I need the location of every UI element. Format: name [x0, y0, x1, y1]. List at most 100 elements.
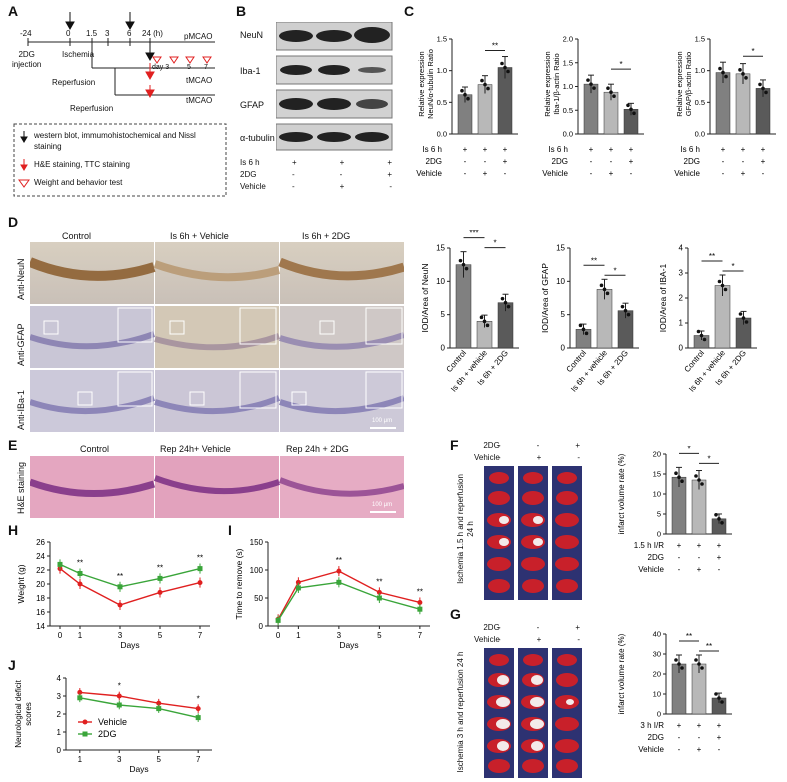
sign: +	[629, 157, 634, 166]
sign: -	[464, 157, 467, 166]
sign: +	[721, 145, 726, 154]
y-tick-label: 2	[57, 710, 62, 719]
ihc-micrographs	[30, 242, 404, 432]
western-blot-image	[276, 22, 393, 151]
panel-f-bar-chart: infarct volume rate (%) 0 5 10 15 20 * * 1.5 h I…	[617, 446, 732, 574]
sign: -	[630, 169, 633, 178]
panel-b-row-labels: Is 6 h 2DG Vehicle	[240, 158, 266, 191]
y-tick-label: 5	[441, 310, 446, 319]
y-tick-label: 14	[36, 622, 45, 631]
y-tick-label: 24	[36, 552, 45, 561]
data-point	[592, 86, 596, 90]
x-tick-label: 7	[418, 631, 423, 640]
y-tick-label: 40	[653, 630, 661, 639]
y-tick-label: 15	[653, 470, 661, 479]
data-point	[117, 602, 123, 608]
sign: -	[590, 169, 593, 178]
y-tick-label: 0.0	[563, 130, 573, 139]
data-point	[195, 706, 201, 712]
data-point	[609, 90, 613, 94]
y-tick-label: 20	[36, 580, 45, 589]
data-point	[578, 323, 583, 328]
data-point	[758, 82, 762, 87]
y-tick-label: 3	[57, 692, 62, 701]
sign: -	[484, 157, 487, 166]
data-point	[584, 331, 589, 336]
y-axis-label: IOD/Area of GFAP	[540, 263, 550, 333]
panel-label-d: D	[8, 214, 19, 230]
data-point	[482, 319, 487, 324]
y-axis-label: infarct volume rate (%)	[617, 453, 626, 534]
legend-western-blot: western blot, immumohistochemical and Ni…	[34, 131, 196, 151]
x-tick-label: 3	[117, 755, 122, 764]
data-point	[714, 692, 718, 696]
g-header-signs: - - + - + -	[498, 623, 580, 644]
sign: +	[697, 745, 702, 754]
sign: -	[610, 157, 613, 166]
x-axis-label: Days	[120, 640, 139, 650]
y-tick-label: 1	[679, 319, 684, 328]
sign: +	[741, 145, 746, 154]
data-point	[720, 283, 725, 288]
data-point	[674, 471, 678, 475]
sig-label: **	[417, 587, 423, 596]
sign: +	[761, 157, 766, 166]
y-tick-label: 4	[57, 674, 62, 683]
sig-label: *	[493, 239, 496, 248]
x-tick-label: 3	[118, 631, 123, 640]
sign: -	[698, 553, 701, 562]
y-tick-label: 20	[653, 670, 661, 679]
panel-label-c: C	[404, 3, 415, 19]
data-point	[463, 92, 467, 97]
y-tick-label: 4	[679, 244, 684, 253]
y-tick-label: 50	[254, 594, 263, 603]
y-tick-label: 0.5	[695, 98, 705, 107]
data-point	[697, 662, 701, 666]
row-label: Is 6 h	[422, 145, 442, 154]
y-tick-label: 15	[556, 244, 565, 253]
sign: +	[503, 145, 508, 154]
data-point	[376, 589, 382, 595]
data-point	[626, 312, 631, 317]
data-point	[720, 700, 724, 704]
y-tick-label: 0.0	[437, 130, 447, 139]
y-axis-label: GFAP/β-actin Ratio	[684, 52, 693, 116]
sign: +	[677, 721, 682, 730]
data-point	[117, 584, 123, 590]
data-point	[738, 68, 742, 72]
y-tick-label: 0	[57, 746, 62, 755]
data-point	[623, 308, 628, 313]
tick-6: 6	[127, 29, 132, 38]
d-col-vehicle: Is 6h + Vehicle	[170, 231, 229, 241]
y-tick-label: 100	[250, 566, 264, 575]
sig-label: **	[591, 256, 597, 265]
f-header-signs: - - + - + -	[498, 441, 580, 462]
data-point	[157, 575, 163, 581]
sig-label: *	[619, 60, 622, 69]
data-point	[605, 291, 610, 296]
panel-c-bar-charts: Relative expression NeuN/α-tubulin Ratio0…	[416, 35, 776, 178]
series-line	[79, 697, 199, 719]
data-point	[723, 287, 728, 292]
row-label: Is 6 h	[680, 145, 700, 154]
y-axis-label: IOD/Area of NeuN	[420, 264, 430, 333]
sig-label: **	[157, 563, 163, 572]
sign: -	[722, 169, 725, 178]
y-tick-label: 15	[436, 244, 445, 253]
sign: -	[762, 169, 765, 178]
sig-label: **	[197, 554, 203, 563]
y-axis-label: Relative expression	[675, 51, 684, 116]
data-point	[741, 72, 745, 76]
sig-label: **	[117, 572, 123, 581]
data-point	[116, 702, 122, 708]
y-tick-label: 0	[259, 622, 264, 631]
data-point	[275, 617, 281, 623]
data-point	[156, 706, 162, 712]
data-point	[741, 316, 746, 320]
band-label-tubulin: α-tubulin	[240, 133, 275, 143]
data-point	[674, 658, 678, 662]
row-label: Vehicle	[638, 745, 664, 754]
band-label-neun: NeuN	[240, 30, 264, 40]
sign: -	[590, 157, 593, 166]
sig-label: **	[709, 252, 715, 261]
